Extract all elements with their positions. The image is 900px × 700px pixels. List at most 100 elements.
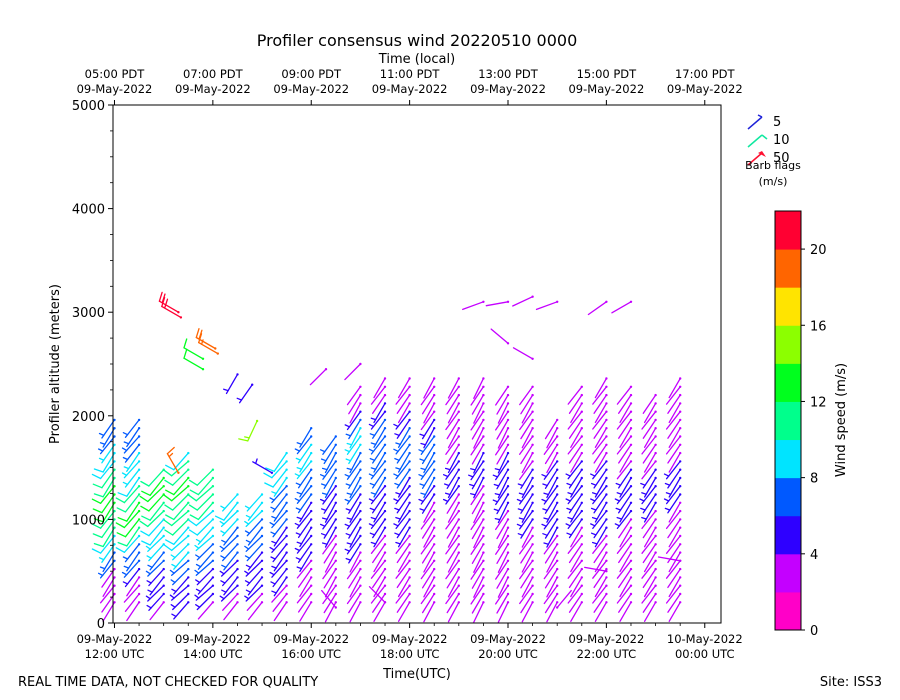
wind-barb (269, 485, 288, 504)
wind-barbs (91, 291, 682, 623)
wind-barb (570, 451, 583, 473)
wind-barb (641, 460, 657, 480)
wind-barb (521, 451, 534, 474)
wind-barb (145, 584, 165, 602)
wind-barb (264, 468, 288, 488)
wind-barb (590, 460, 608, 480)
wind-barb (445, 534, 460, 555)
wind-barb (370, 534, 387, 554)
wind-barb (543, 476, 559, 499)
wind-barb (590, 493, 608, 514)
x-tick-time: 16:00 UTC (281, 647, 341, 661)
wind-barb (247, 601, 264, 621)
wind-barb (496, 543, 510, 564)
wind-barb (115, 485, 141, 504)
wind-barb (345, 493, 362, 514)
wind-barb (496, 518, 510, 540)
wind-barb (299, 576, 313, 597)
wind-barb (473, 427, 485, 449)
wind-barb (372, 567, 387, 589)
wind-barb (470, 584, 485, 605)
wind-barb (642, 567, 657, 589)
wind-barb (97, 435, 116, 455)
wind-barb (592, 385, 608, 405)
wind-barb (492, 485, 510, 506)
wind-barb (570, 526, 583, 548)
x-tick-date: 09-May-2022 (175, 632, 251, 646)
x-tick-date: 09-May-2022 (273, 632, 349, 646)
wind-barb (141, 501, 165, 521)
wind-barb (121, 460, 141, 479)
wind-barb (447, 501, 460, 523)
top-tick-date: 09-May-2022 (273, 82, 349, 96)
wind-barb (594, 551, 608, 573)
wind-barb (470, 476, 485, 499)
wind-barb (584, 566, 608, 573)
legend-item: 5 (747, 114, 781, 130)
wind-barb (271, 551, 288, 572)
wind-barb (641, 435, 657, 455)
wind-barb (97, 559, 116, 579)
wind-barb (220, 518, 239, 537)
top-tick-date: 09-May-2022 (667, 82, 743, 96)
wind-barb (122, 468, 141, 488)
wind-barb (369, 493, 387, 514)
wind-barb (324, 576, 337, 598)
wind-barb (370, 385, 387, 405)
wind-barb (587, 300, 608, 316)
wind-barb (188, 509, 215, 527)
wind-barb (518, 476, 534, 499)
wind-barb (546, 427, 559, 449)
wind-barb (238, 419, 259, 442)
wind-barb (643, 451, 657, 473)
wind-barb (444, 476, 460, 499)
wind-barb (445, 435, 460, 455)
wind-barb (169, 584, 190, 601)
wind-barb (497, 576, 510, 598)
colorbar-tick-label: 0 (810, 624, 818, 639)
wind-barb (668, 601, 682, 622)
wind-barb (195, 567, 215, 586)
wind-barb (570, 576, 583, 598)
y-tick-label: 0 (97, 617, 105, 632)
wind-barb (470, 509, 485, 531)
y-axis-label: Profiler altitude (meters) (48, 284, 63, 444)
wind-barb (140, 468, 165, 487)
top-tick-time: 11:00 PDT (380, 67, 441, 81)
wind-barb (139, 509, 165, 528)
wind-barb (541, 485, 559, 505)
wind-barb (470, 485, 485, 506)
wind-barb (643, 601, 657, 622)
colorbar-segment (775, 515, 801, 555)
wind-barb (495, 509, 510, 531)
wind-barb (446, 443, 460, 465)
wind-barb (614, 509, 633, 530)
wind-barb (668, 576, 682, 598)
wind-barb (122, 418, 141, 438)
wind-barb (171, 601, 190, 620)
wind-barb (270, 543, 288, 563)
wind-barb (420, 534, 436, 555)
wind-barb (616, 410, 633, 430)
wind-barb (594, 402, 608, 424)
wind-barb (446, 393, 460, 415)
wind-barb (223, 601, 239, 621)
wind-barb (349, 601, 362, 623)
wind-barb (619, 576, 633, 598)
wind-barb (471, 518, 485, 540)
wind-barb (344, 534, 362, 555)
wind-barb (616, 460, 633, 480)
wind-barb (370, 526, 387, 548)
wind-barb (591, 501, 608, 523)
wind-barb (642, 443, 657, 464)
wind-barb (273, 601, 288, 622)
wind-barb (323, 592, 337, 614)
wind-barb (444, 451, 460, 474)
wind-barb (543, 534, 559, 555)
wind-barb (370, 427, 387, 448)
wind-barb (236, 383, 254, 404)
wind-barb (462, 300, 485, 311)
wind-barb (98, 443, 116, 464)
wind-barb (447, 526, 460, 548)
wind-barb (344, 410, 362, 431)
